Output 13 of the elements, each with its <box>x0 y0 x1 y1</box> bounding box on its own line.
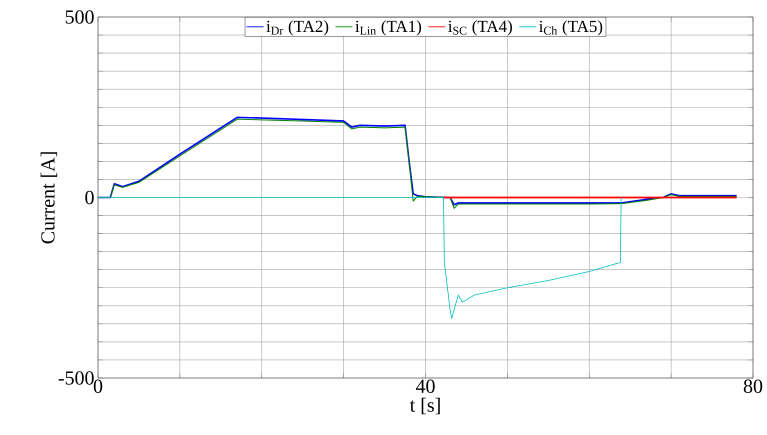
y-axis-title: Current [A] <box>40 152 58 244</box>
y-tick-label: 500 <box>66 10 94 24</box>
legend-label: i$_{SC}$ (TA4) <box>448 20 512 36</box>
legend-label: i$_{Ch}$ (TA5) <box>539 20 602 36</box>
y-tick-label: -500 <box>58 371 94 385</box>
legend-label: i$_{Dr}$ (TA2) <box>266 20 328 36</box>
line-series <box>98 197 622 319</box>
x-tick-label: 80 <box>744 380 762 393</box>
x-axis-title: t [s] <box>410 398 440 414</box>
x-tick-label: 0 <box>94 380 102 393</box>
x-tick-label: 40 <box>416 380 435 393</box>
legend-label: i$_{Lin}$ (TA1) <box>355 20 422 36</box>
y-tick-label: 0 <box>85 190 94 204</box>
